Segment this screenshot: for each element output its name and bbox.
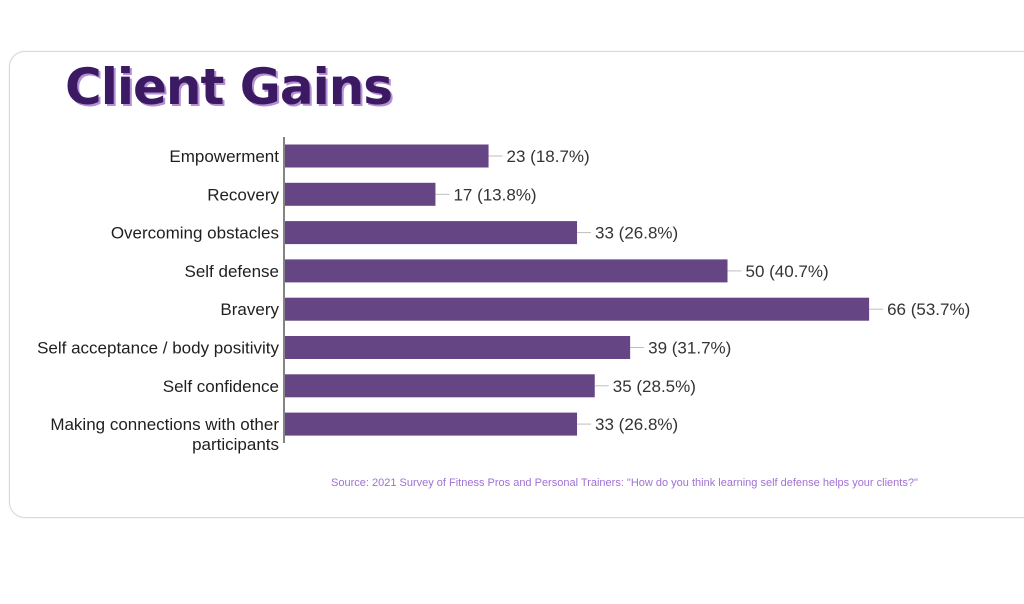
bar (285, 374, 595, 398)
data-label: 66 (53.7%) (887, 300, 970, 319)
data-label: 23 (18.7%) (507, 147, 590, 166)
bar (285, 412, 578, 436)
data-label: 50 (40.7%) (746, 262, 829, 281)
category-label: Empowerment (169, 147, 279, 166)
data-label: 39 (31.7%) (648, 339, 731, 358)
bars (285, 144, 870, 436)
category-label: Self confidence (163, 377, 279, 396)
data-labels: 23 (18.7%) 17 (13.8%) 33 (26.8%) 50 (40.7%)… (453, 147, 970, 434)
bar (285, 297, 870, 321)
bar (285, 182, 436, 206)
bar (285, 144, 489, 168)
category-label: Bravery (220, 300, 279, 319)
label-connectors (435, 155, 884, 425)
category-label: Recovery (207, 185, 279, 204)
data-label: 17 (13.8%) (453, 185, 536, 204)
category-labels: Empowerment Recovery Overcoming obstacles S… (37, 147, 279, 454)
category-label: Making connections with other participant… (50, 415, 279, 454)
category-label: Self acceptance / body positivity (37, 339, 279, 358)
data-label: 33 (26.8%) (595, 415, 678, 434)
bar (285, 221, 578, 245)
category-label: Self defense (184, 262, 279, 281)
chart-title: Client Gains (65, 58, 393, 116)
category-label: Overcoming obstacles (111, 224, 279, 243)
source-note: Source: 2021 Survey of Fitness Pros and … (331, 477, 918, 489)
data-label: 35 (28.5%) (613, 377, 696, 396)
data-label: 33 (26.8%) (595, 224, 678, 243)
bar (285, 336, 631, 359)
bar (285, 259, 728, 283)
chart-card (9, 51, 1024, 518)
